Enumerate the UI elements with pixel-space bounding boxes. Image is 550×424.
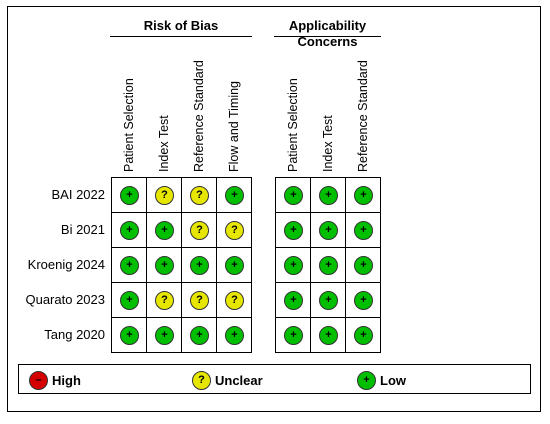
grid-cell: +	[345, 247, 380, 282]
study-label: Quarato 2023	[25, 292, 105, 307]
rating-low-marker: +	[354, 221, 373, 240]
grid-cell: +	[111, 177, 146, 212]
rating-low-marker: +	[319, 326, 338, 345]
grid-cell: +	[310, 282, 345, 317]
rating-low-marker: +	[120, 291, 139, 310]
rating-unclear-marker: ?	[155, 291, 174, 310]
grid-box-1	[275, 177, 381, 353]
grid-cell: ?	[181, 177, 216, 212]
grid-cell: +	[275, 282, 310, 317]
column-header: Flow and Timing	[227, 80, 241, 172]
grid-cell: +	[146, 212, 181, 247]
rating-low-marker: +	[120, 326, 139, 345]
grid-cell: +	[111, 212, 146, 247]
column-header: Patient Selection	[122, 78, 136, 172]
grid-cell: +	[146, 317, 181, 352]
rating-low-marker: +	[319, 221, 338, 240]
grid-cell: +	[345, 317, 380, 352]
rating-unclear-marker: ?	[225, 291, 244, 310]
rating-low-marker: +	[354, 186, 373, 205]
grid-box-0	[111, 177, 252, 353]
column-header: Reference Standard	[192, 60, 206, 172]
rating-low-marker: +	[120, 221, 139, 240]
grid-cell: +	[345, 212, 380, 247]
rating-low-marker: +	[284, 186, 303, 205]
grid-cell: +	[216, 247, 251, 282]
legend-high-marker: –	[29, 370, 48, 390]
grid-cell: +	[111, 317, 146, 352]
legend: – High? Unclear + Low	[18, 364, 531, 394]
grid-cell: +	[345, 282, 380, 317]
grid-cell: +	[216, 317, 251, 352]
column-header: Index Test	[157, 115, 171, 172]
rating-low-marker: +	[319, 291, 338, 310]
column-header: Index Test	[321, 115, 335, 172]
grid-cell: +	[275, 247, 310, 282]
legend-item-high: – High	[29, 370, 81, 390]
grid-cell: +	[111, 247, 146, 282]
grid-cell: +	[146, 247, 181, 282]
grid-cell: +	[310, 177, 345, 212]
chart-frame	[7, 6, 541, 412]
rating-low-marker: +	[120, 186, 139, 205]
legend-item-unclear: ? Unclear	[192, 370, 263, 390]
legend-label: High	[52, 372, 81, 388]
grid-cell: ?	[216, 212, 251, 247]
study-label: BAI 2022	[51, 187, 106, 202]
rating-low-marker: +	[354, 326, 373, 345]
grid-cell: +	[181, 247, 216, 282]
grid-cell: +	[181, 317, 216, 352]
grid-cell: ?	[146, 282, 181, 317]
grid-cell: +	[345, 177, 380, 212]
study-label: Bi 2021	[60, 222, 105, 237]
grid-cell: +	[275, 317, 310, 352]
legend-unclear-marker: ?	[192, 370, 211, 390]
rating-low-marker: +	[155, 256, 174, 275]
legend-label: Low	[380, 372, 406, 388]
group-title-1: Applicability Concerns	[274, 18, 381, 49]
rating-low-marker: +	[155, 326, 174, 345]
rating-low-marker: +	[190, 326, 209, 345]
grid-cell: +	[310, 212, 345, 247]
legend-item-low: + Low	[357, 370, 406, 390]
rating-unclear-marker: ?	[190, 291, 209, 310]
grid-cell: +	[310, 317, 345, 352]
rating-low-marker: +	[354, 291, 373, 310]
rating-unclear-marker: ?	[190, 221, 209, 240]
grid-cell: ?	[181, 212, 216, 247]
grid-cell: ?	[216, 282, 251, 317]
rating-low-marker: +	[284, 291, 303, 310]
grid-cell: +	[111, 282, 146, 317]
grid-cell: +	[275, 212, 310, 247]
grid-cell: ?	[146, 177, 181, 212]
column-header: Reference Standard	[356, 60, 370, 172]
grid-cell: ?	[181, 282, 216, 317]
grid-cell: +	[275, 177, 310, 212]
rating-low-marker: +	[354, 256, 373, 275]
column-header: Patient Selection	[286, 78, 300, 172]
rating-unclear-marker: ?	[155, 186, 174, 205]
rating-low-marker: +	[225, 186, 244, 205]
rating-low-marker: +	[190, 256, 209, 275]
grid-cell: +	[216, 177, 251, 212]
rating-low-marker: +	[284, 221, 303, 240]
rating-low-marker: +	[284, 326, 303, 345]
rating-low-marker: +	[225, 326, 244, 345]
rating-unclear-marker: ?	[225, 221, 244, 240]
rating-low-marker: +	[155, 221, 174, 240]
rating-low-marker: +	[319, 186, 338, 205]
rating-unclear-marker: ?	[190, 186, 209, 205]
rating-low-marker: +	[319, 256, 338, 275]
rating-low-marker: +	[284, 256, 303, 275]
grid-cell: +	[310, 247, 345, 282]
rating-low-marker: +	[225, 256, 244, 275]
rating-low-marker: +	[120, 256, 139, 275]
study-label: Tang 2020	[44, 327, 105, 342]
legend-low-marker: +	[357, 370, 376, 390]
legend-label: Unclear	[215, 372, 263, 388]
study-label: Kroenig 2024	[27, 257, 105, 272]
group-title-0: Risk of Bias	[110, 18, 252, 37]
